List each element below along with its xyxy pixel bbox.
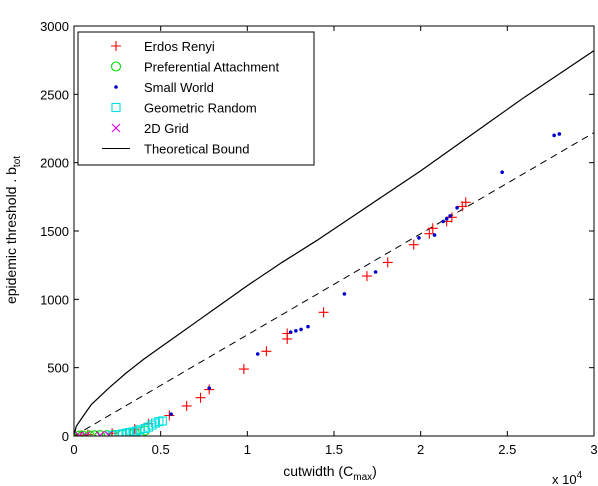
- legend-label-geometric-random: Geometric Random: [144, 101, 257, 116]
- reference-dashed-line: [74, 132, 594, 436]
- y-tick-label: 1500: [40, 224, 69, 239]
- legend-marker-geometric-random: [111, 102, 121, 113]
- y-tick-label: 2500: [40, 87, 69, 102]
- x-tick-label: 2.5: [498, 442, 516, 457]
- plot-curves: [74, 49, 594, 436]
- y-tick-label: 500: [47, 361, 69, 376]
- small-world-point: [255, 352, 260, 356]
- small-world-point: [306, 324, 310, 329]
- small-world-point: [444, 216, 449, 221]
- geometric-random-point: [135, 425, 145, 435]
- axis-ticks: 0 0.5 1 1.5 2 2.5 3 0 500 1000 1500 2000 2500 3000: [40, 19, 598, 457]
- y-axis-label: epidemic threshold . btot: [3, 156, 23, 304]
- y-tick-label: 3000: [40, 19, 69, 34]
- 2d-grid-point: [95, 431, 105, 436]
- legend-marker-2d-grid: [111, 123, 121, 133]
- legend-marker-erdos-renyi: [111, 41, 121, 51]
- erdos-renyi-point: [361, 271, 372, 282]
- legend-label-theoretical-bound: Theoretical Bound: [144, 142, 250, 157]
- erdos-renyi-point: [181, 400, 192, 411]
- erdos-renyi-point: [460, 197, 471, 208]
- small-world-point: [557, 132, 562, 136]
- legend-label-small-world: Small World: [144, 80, 214, 95]
- legend-marker-small-world: [114, 85, 118, 89]
- y-tick-label: 0: [62, 429, 69, 444]
- legend-label-erdos-renyi: Erdos Renyi: [144, 39, 215, 54]
- small-world-point: [373, 270, 378, 274]
- preferential-attachment-point: [89, 430, 100, 436]
- x-tick-label: 0.5: [152, 442, 170, 457]
- small-world-point: [448, 214, 452, 218]
- small-world-point: [294, 328, 298, 333]
- legend-marker-preferential-attachment: [110, 61, 122, 72]
- small-world-point: [552, 133, 556, 138]
- legend-label-preferential-attachment: Preferential Attachment: [144, 60, 280, 75]
- small-world-point: [299, 327, 303, 332]
- erdos-renyi-point: [195, 392, 206, 403]
- 2d-grid-point: [104, 430, 114, 436]
- x-tick-label: 3: [590, 442, 597, 457]
- erdos-renyi-point: [164, 410, 175, 421]
- x-tick-label: 0: [70, 442, 77, 457]
- preferential-attachment-point: [84, 430, 95, 436]
- erdos-renyi-point: [382, 257, 393, 268]
- legend-box: [77, 31, 315, 166]
- erdos-renyi-point: [318, 307, 329, 318]
- erdos-renyi-point: [446, 212, 457, 223]
- x-tick-label: 1.5: [325, 442, 343, 457]
- preferential-attachment-point: [94, 430, 106, 436]
- small-world-point: [169, 412, 173, 416]
- small-world-point: [441, 219, 446, 224]
- small-world-point: [455, 205, 459, 210]
- x-axis-label: cutwidth (Cmax): [283, 463, 377, 483]
- small-world-point: [288, 330, 293, 334]
- erdos-renyi-point: [261, 346, 272, 357]
- erdos-renyi-point: [427, 223, 438, 234]
- legend: Erdos Renyi Preferential Attachment Small …: [77, 31, 315, 166]
- theoretical-bound-line: [74, 49, 594, 436]
- small-world-point: [342, 292, 347, 296]
- x-tick-label: 1: [244, 442, 251, 457]
- y-tick-label: 1000: [40, 292, 69, 307]
- x-tick-label: 2: [417, 442, 424, 457]
- legend-label-2d-grid: 2D Grid: [144, 121, 189, 136]
- x-axis-exponent: x 104: [552, 470, 583, 486]
- small-world-point: [417, 236, 421, 240]
- erdos-renyi-point: [424, 228, 435, 239]
- geometric-random-point: [157, 416, 167, 426]
- erdos-renyi-point: [238, 364, 249, 375]
- preferential-attachment-point: [101, 430, 112, 436]
- y-tick-label: 2000: [40, 156, 69, 171]
- small-world-point: [500, 170, 504, 175]
- erdos-renyi-point: [408, 239, 419, 250]
- plot-markers: [74, 132, 562, 436]
- small-world-point: [432, 233, 437, 237]
- small-world-point: [207, 386, 211, 390]
